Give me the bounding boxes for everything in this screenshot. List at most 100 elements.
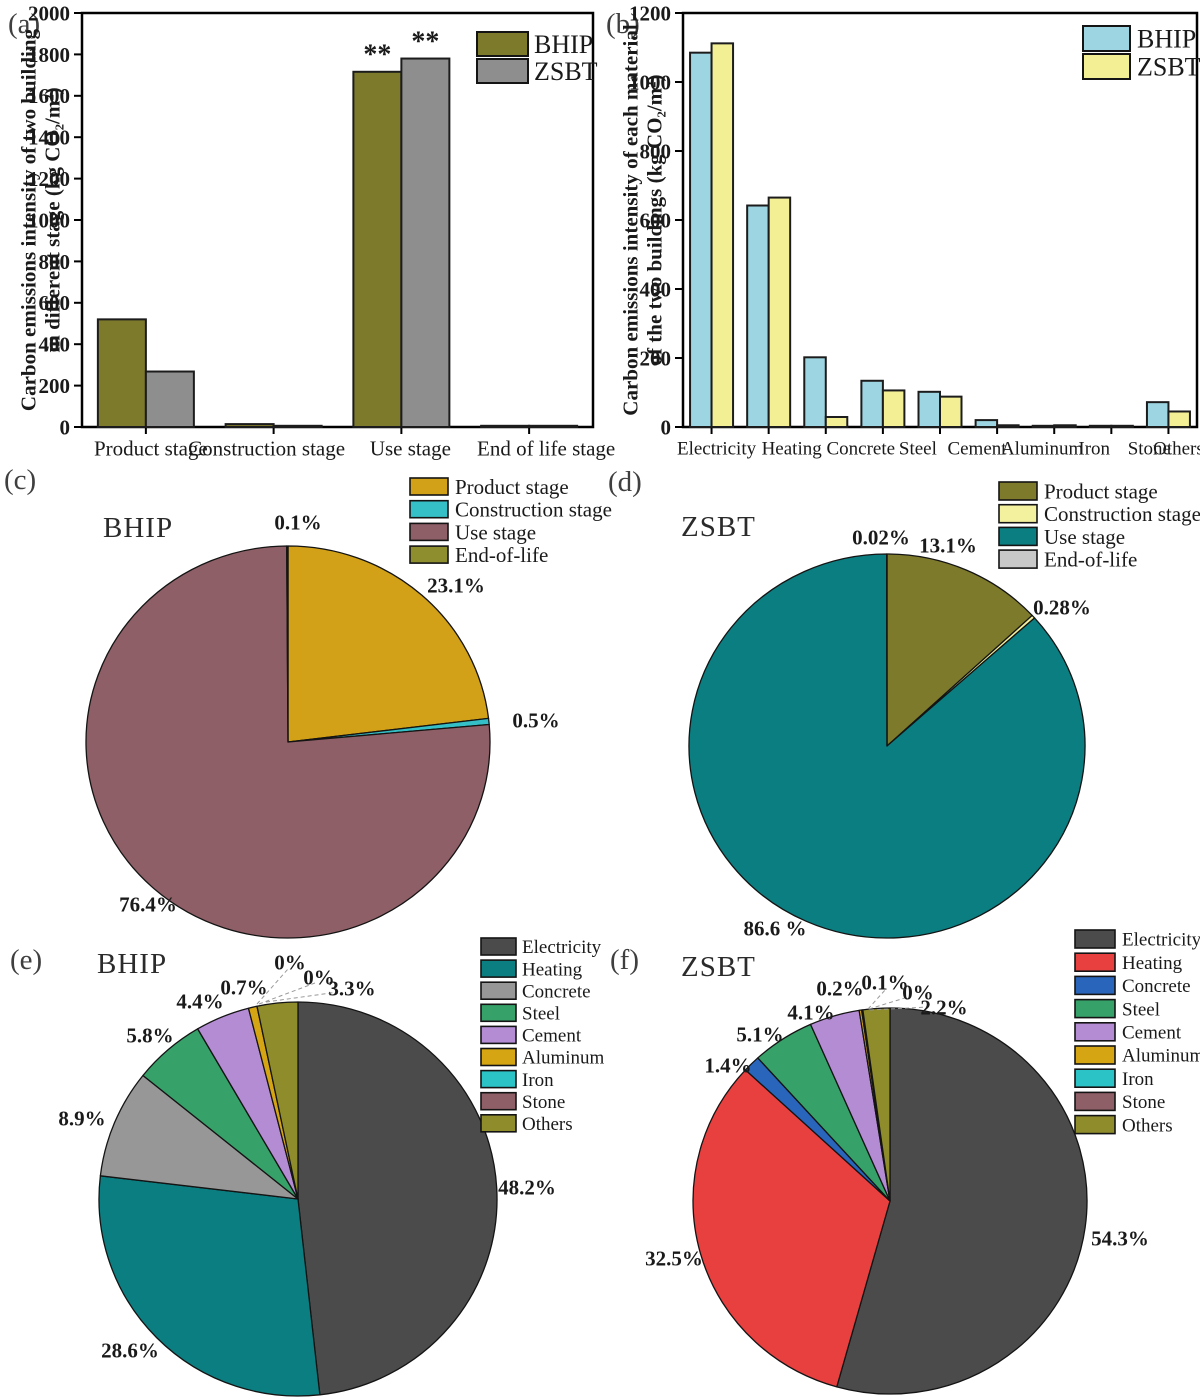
legend-swatch-zsbt — [1082, 53, 1131, 80]
panel-label-f: (f) — [610, 944, 639, 976]
pie-label-aluminum: 0.7% — [220, 975, 267, 999]
y-tick-label: 200 — [640, 346, 672, 370]
y-tick-label: 400 — [39, 333, 71, 357]
legend-label-concrete: Concrete — [1122, 976, 1191, 997]
legend-swatch-others — [480, 1114, 517, 1133]
legend-swatch-iron — [1074, 1068, 1116, 1088]
legend-label-aluminum: Aluminum — [522, 1048, 605, 1069]
y-tick-label: 1600 — [28, 84, 70, 108]
pie-label-construction-stage: 0.5% — [512, 708, 559, 732]
y-tick-label: 400 — [640, 277, 672, 301]
pie-slice-end-of-life — [286, 545, 289, 743]
legend-label-end-of-life: End-of-life — [455, 543, 548, 567]
legend-label-zsbt: ZSBT — [1137, 53, 1200, 82]
bar-bhip-aluminum — [974, 419, 999, 429]
pie-label-cement: 4.1% — [787, 1000, 834, 1024]
pie-title-d: ZSBT — [681, 511, 756, 543]
bar-bhip-cement — [917, 390, 941, 428]
pie-label-heating: 28.6% — [101, 1338, 159, 1362]
bar-zsbt-end-of-life-stage — [528, 424, 579, 428]
legend-label-steel: Steel — [522, 1003, 560, 1024]
legend-label-steel: Steel — [1122, 999, 1160, 1020]
bar-chart-stage-intensity: 0 200 400 600 800 1000 1200 1400 1600 1800 2000 Pro… — [16, 1, 615, 460]
pie-slice-heating — [98, 1175, 321, 1397]
bar-bhip-end-of-life-stage — [480, 424, 531, 428]
label-leader-line — [258, 982, 316, 1005]
bar-bhip-product-stage — [96, 318, 147, 428]
y-axis-title: Carbon emissions intensity of two buildi… — [16, 28, 40, 411]
legend-label-electricity: Electricity — [1122, 930, 1200, 951]
pie-label-others: 2.2% — [920, 995, 967, 1019]
pie-label-use-stage: 76.4% — [119, 892, 177, 916]
pie-label-heating: 32.5% — [645, 1246, 703, 1270]
pie-label-concrete: 1.4% — [704, 1053, 751, 1077]
x-category-label: Aluminum — [1001, 439, 1084, 460]
legend-swatch-end-of-life — [409, 545, 449, 564]
legend-swatch-end-of-life — [998, 549, 1038, 569]
x-category-label: Concrete — [826, 439, 895, 460]
significance-marker: ** — [411, 26, 439, 57]
panel-label-d: (d) — [608, 466, 642, 498]
y-tick-label: 600 — [640, 208, 672, 232]
label-leader-line — [869, 1006, 929, 1011]
bar-zsbt-stone — [1110, 424, 1134, 428]
bar-zsbt-electricity — [710, 42, 735, 429]
y-axis-title: in different stage (kg CO₂/m²) — [40, 87, 64, 352]
legend-swatch-construction-stage — [409, 499, 449, 519]
pie-slice-heating — [692, 1069, 891, 1388]
y-tick-label: 0 — [661, 415, 672, 439]
legend-label-end-of-life: End-of-life — [1044, 547, 1137, 571]
legend-label-others: Others — [522, 1114, 573, 1135]
y-tick-label: 2000 — [28, 1, 70, 25]
significance-marker: ** — [363, 40, 391, 71]
legend-label-concrete: Concrete — [522, 981, 591, 1002]
pie-slice-product-stage — [287, 545, 490, 743]
legend-swatch-concrete — [480, 981, 517, 1001]
pie-label-product-stage: 23.1% — [427, 573, 485, 597]
legend-swatch-steel — [1074, 998, 1116, 1019]
y-tick-label: 1000 — [629, 70, 671, 94]
bar-bhip-iron — [1031, 424, 1056, 428]
legend-swatch-electricity — [1074, 929, 1116, 949]
legend-swatch-stone — [1074, 1091, 1116, 1112]
pie-chart-zsbt-stages: 13.1% 0.28% 86.6 % 0.02% Product stageConstr… — [688, 479, 1200, 940]
pie-slice-concrete — [99, 1074, 299, 1200]
legend-label-bhip: BHIP — [1137, 25, 1196, 54]
panel-label-a: (a) — [8, 8, 41, 40]
pie-label-electricity: 48.2% — [498, 1175, 556, 1199]
legend-label-product-stage: Product stage — [455, 475, 569, 499]
legend-label-construction-stage: Construction stage — [1044, 502, 1200, 526]
pie-label-others: 3.3% — [328, 976, 375, 1000]
pie-label-electricity: 54.3% — [1091, 1226, 1149, 1250]
pie-label-use-stage: 86.6 % — [744, 916, 807, 940]
pie-title-f: ZSBT — [681, 951, 756, 983]
bar-zsbt-cement — [939, 395, 963, 429]
legend-label-cement: Cement — [522, 1026, 582, 1047]
bar-bhip-concrete — [803, 356, 827, 428]
legend-swatch-iron — [480, 1069, 517, 1089]
legend-label-iron: Iron — [1122, 1069, 1154, 1090]
legend-label-use-stage: Use stage — [455, 520, 536, 544]
y-tick-label: 200 — [39, 374, 71, 398]
legend-label-stone: Stone — [522, 1092, 565, 1113]
pie-label-construction-stage: 0.28% — [1033, 595, 1091, 619]
pie-slice-others — [862, 1007, 891, 1202]
legend-label-aluminum: Aluminum — [1122, 1046, 1200, 1067]
y-tick-label: 1200 — [28, 167, 70, 191]
pie-label-steel: 5.8% — [126, 1023, 173, 1047]
legend-swatch-cement — [1074, 1022, 1116, 1042]
pie-chart-bhip-materials: 48.2%28.6%8.9%5.8%4.4%0.7%0%0%3.3%Electr… — [58, 937, 605, 1397]
legend-label-bhip: BHIP — [534, 30, 593, 59]
x-category-label: Product stage — [94, 436, 208, 460]
x-category-label: End of life stage — [477, 436, 615, 460]
pie-slice-product-stage — [886, 553, 1033, 747]
legend-swatch-others — [1074, 1114, 1116, 1135]
legend-swatch-product-stage — [998, 481, 1038, 501]
pie-label-stone: 0% — [902, 980, 934, 1004]
bar-bhip-use-stage — [352, 70, 403, 429]
legend-swatch-aluminum — [480, 1047, 517, 1067]
bar-bhip-electricity — [689, 51, 713, 429]
legend-swatch-concrete — [1074, 975, 1116, 996]
legend-swatch-bhip — [476, 31, 529, 57]
